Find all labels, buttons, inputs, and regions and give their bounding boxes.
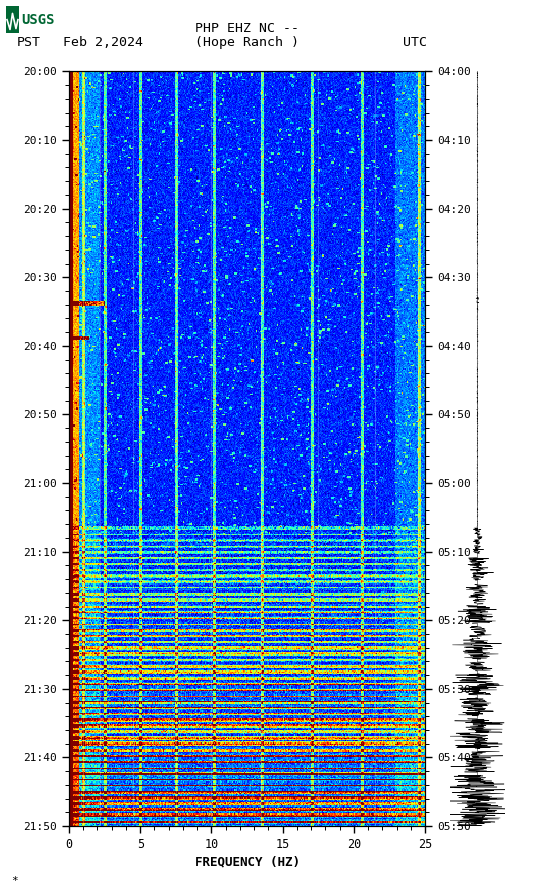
Text: (Hope Ranch ): (Hope Ranch ) xyxy=(195,37,299,49)
Text: UTC: UTC xyxy=(403,37,427,49)
Text: PHP EHZ NC --: PHP EHZ NC -- xyxy=(195,22,299,35)
Text: USGS: USGS xyxy=(22,13,55,27)
Text: *: * xyxy=(11,876,18,886)
X-axis label: FREQUENCY (HZ): FREQUENCY (HZ) xyxy=(194,855,300,868)
FancyBboxPatch shape xyxy=(6,6,19,33)
Text: Feb 2,2024: Feb 2,2024 xyxy=(63,37,144,49)
Text: PST: PST xyxy=(17,37,40,49)
